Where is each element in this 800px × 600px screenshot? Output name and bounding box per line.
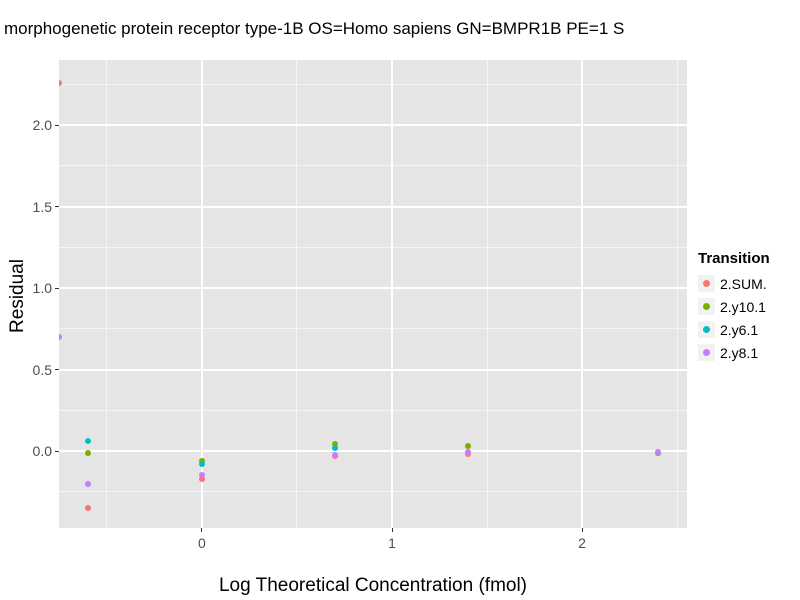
y-tick-mark (55, 206, 59, 208)
data-point-2.y8.1 (84, 480, 91, 487)
legend-label: 2.y8.1 (720, 344, 759, 361)
legend-item-2.y10.1: 2.y10.1 (698, 295, 770, 318)
minor-gridline-horizontal (59, 246, 687, 248)
x-axis-title: Log Theoretical Concentration (fmol) (218, 575, 528, 596)
x-tick-label: 0 (198, 535, 206, 551)
legend-key (698, 275, 715, 292)
legend-label: 2.y10.1 (720, 298, 766, 315)
y-tick-label: 1.5 (32, 198, 52, 215)
chart-title: morphogenetic protein receptor type-1B O… (4, 19, 625, 38)
minor-gridline-horizontal (59, 491, 687, 493)
data-point-2.y8.1 (59, 334, 63, 341)
legend-label: 2.y6.1 (720, 321, 759, 338)
legend-items: 2.SUM. 2.y10.1 2.y6.1 2.y8.1 (698, 272, 770, 364)
y-tick-label: 1.0 (32, 280, 52, 297)
major-gridline-horizontal (59, 205, 687, 208)
data-point-2.y8.1 (465, 449, 472, 456)
data-point-2.y8.1 (655, 448, 662, 455)
major-gridline-horizontal (59, 287, 687, 290)
data-point-2.SUM. (198, 475, 205, 482)
legend-key (698, 298, 715, 315)
x-tick-mark (201, 528, 203, 532)
y-tick-label: 0.5 (32, 361, 52, 378)
data-point-2.y6.1 (331, 444, 338, 451)
major-gridline-horizontal (59, 368, 687, 371)
legend-key (698, 321, 715, 338)
data-point-2.y10.1 (331, 440, 338, 447)
x-tick-mark (581, 528, 583, 532)
legend-label: 2.SUM. (720, 275, 767, 292)
major-gridline-vertical (391, 60, 393, 528)
x-tick-mark (391, 528, 393, 532)
y-tick-label: 0.0 (32, 443, 52, 460)
major-gridline-horizontal (59, 450, 687, 453)
data-point-2.y8.1 (331, 452, 338, 459)
minor-gridline-vertical (486, 60, 488, 528)
minor-gridline-vertical (676, 60, 678, 528)
legend-item-2.y6.1: 2.y6.1 (698, 318, 770, 341)
data-point-2.SUM. (84, 505, 91, 512)
legend-dot-icon (703, 280, 710, 287)
plot-panel (59, 60, 687, 528)
minor-gridline-vertical (296, 60, 298, 528)
minor-gridline-vertical (106, 60, 108, 528)
major-gridline-vertical (200, 60, 203, 528)
x-tick-label: 1 (388, 535, 396, 551)
data-point-2.y6.1 (198, 461, 205, 468)
legend-title: Transition (698, 250, 770, 267)
data-point-2.y10.1 (465, 443, 472, 450)
x-tick-label: 2 (578, 535, 586, 551)
legend-key (698, 344, 715, 361)
data-point-2.y8.1 (198, 471, 205, 478)
major-gridline-vertical (581, 60, 584, 528)
legend-item-2.SUM.: 2.SUM. (698, 272, 770, 295)
y-tick-mark (55, 369, 59, 371)
minor-gridline-horizontal (59, 83, 687, 85)
minor-gridline-horizontal (59, 409, 687, 411)
legend-dot-icon (703, 326, 710, 333)
major-gridline-horizontal (59, 124, 687, 127)
minor-gridline-horizontal (59, 328, 687, 330)
legend-item-2.y8.1: 2.y8.1 (698, 341, 770, 364)
legend-dot-icon (703, 303, 710, 310)
y-axis-title: Residual (7, 259, 28, 333)
legend: Transition 2.SUM. 2.y10.1 2.y6.1 2.y8.1 (698, 250, 770, 364)
y-tick-mark (55, 124, 59, 126)
legend-dot-icon (703, 349, 710, 356)
y-tick-mark (55, 287, 59, 289)
data-point-2.y6.1 (84, 438, 91, 445)
y-tick-mark (55, 450, 59, 452)
y-tick-label: 2.0 (32, 117, 52, 134)
data-point-2.y10.1 (84, 449, 91, 456)
minor-gridline-horizontal (59, 165, 687, 167)
data-point-2.y10.1 (198, 457, 205, 464)
data-point-2.SUM. (59, 79, 63, 86)
